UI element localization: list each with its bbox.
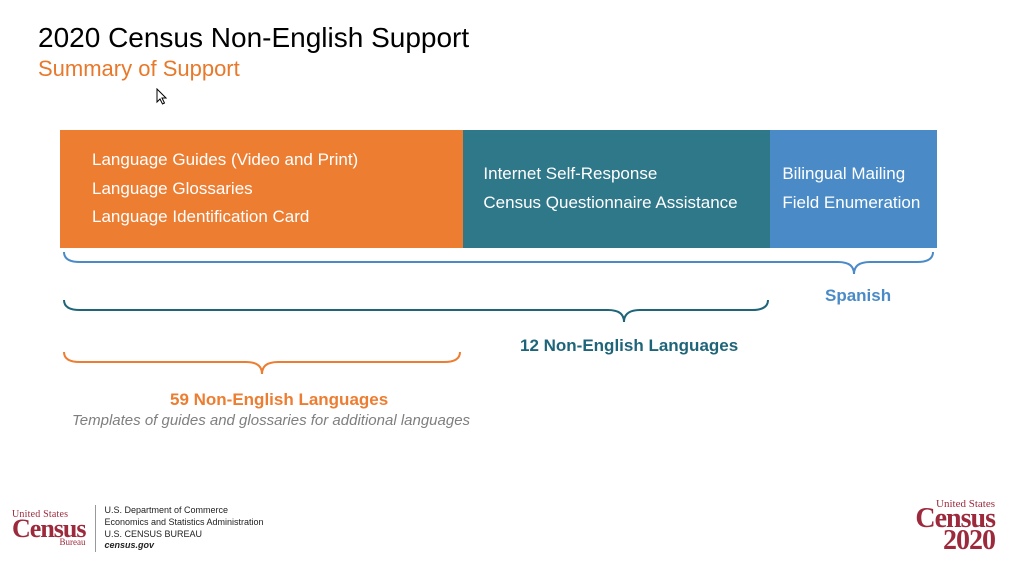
brace-sublabel-fiftynine: Templates of guides and glossaries for a… (72, 412, 470, 429)
box-line: Bilingual Mailing (782, 160, 925, 189)
dept-info: U.S. Department of Commerce Economics an… (95, 505, 263, 552)
brace-label-fiftynine: 59 Non-English Languages (170, 390, 388, 410)
box-12-languages: Internet Self-Response Census Questionna… (463, 130, 770, 248)
page-title: 2020 Census Non-English Support (38, 22, 469, 54)
logo-census-text: Census (12, 519, 85, 540)
box-line: Language Glossaries (92, 175, 431, 204)
dept-line: U.S. CENSUS BUREAU (104, 529, 263, 541)
brace-fiftynine (60, 352, 464, 378)
box-line: Field Enumeration (782, 189, 925, 218)
dept-line: Economics and Statistics Administration (104, 517, 263, 529)
footer-left: United States Census Bureau U.S. Departm… (12, 505, 264, 552)
summary-boxes: Language Guides (Video and Print) Langua… (60, 130, 937, 248)
box-line: Internet Self-Response (483, 160, 750, 189)
page-subtitle: Summary of Support (38, 56, 240, 82)
box-line: Census Questionnaire Assistance (483, 189, 750, 218)
census-bureau-logo: United States Census Bureau (12, 511, 85, 547)
box-line: Language Identification Card (92, 203, 431, 232)
dept-url: census.gov (104, 540, 263, 552)
brace-spanish (60, 252, 937, 278)
cursor-icon (156, 88, 170, 111)
box-spanish: Bilingual Mailing Field Enumeration (770, 130, 937, 248)
census-2020-logo: United States Census 2020 (915, 500, 995, 552)
box-line: Language Guides (Video and Print) (92, 146, 431, 175)
brace-label-twelve: 12 Non-English Languages (520, 336, 738, 356)
brace-label-spanish: Spanish (825, 286, 891, 306)
brace-twelve (60, 300, 772, 326)
dept-line: U.S. Department of Commerce (104, 505, 263, 517)
box-59-languages: Language Guides (Video and Print) Langua… (60, 130, 463, 248)
